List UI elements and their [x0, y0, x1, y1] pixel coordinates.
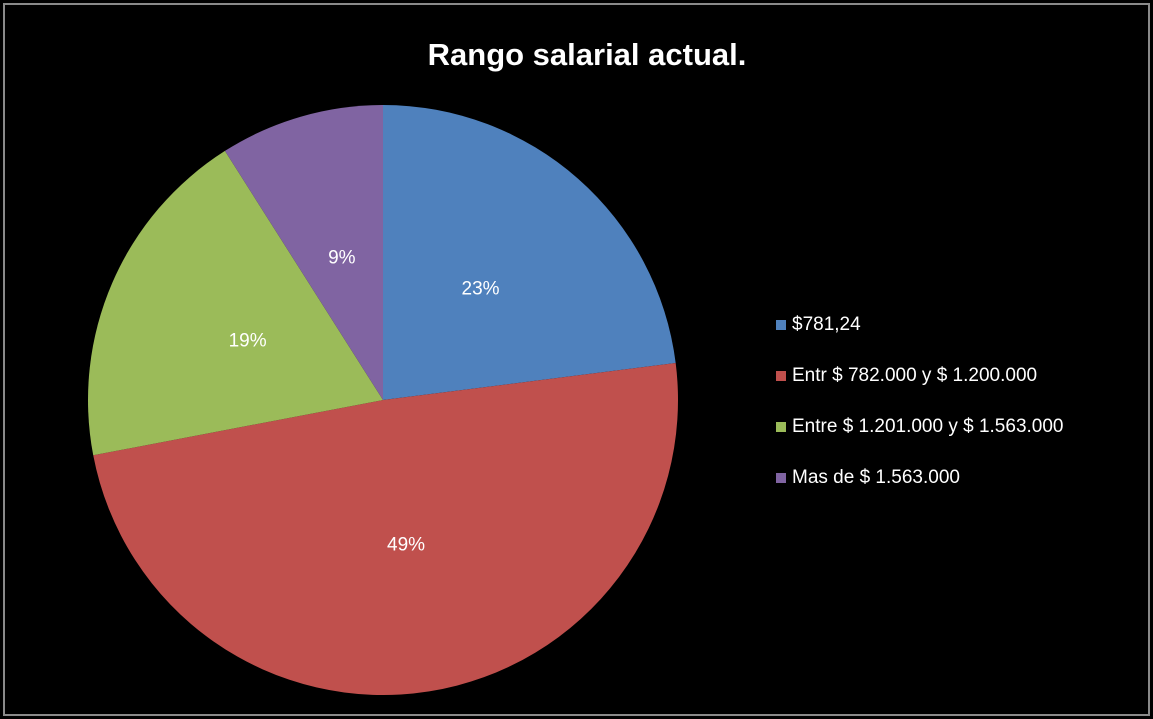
pie-slice: [383, 105, 676, 400]
data-label: 9%: [328, 247, 356, 268]
legend-label: Mas de $ 1.563.000: [792, 467, 960, 488]
data-label: 23%: [462, 278, 500, 299]
legend-swatch: [776, 320, 786, 330]
pie-slice: [87, 150, 383, 456]
legend-label: Entr $ 782.000 y $ 1.200.000: [792, 365, 1037, 386]
legend-label: $781,24: [792, 314, 861, 335]
legend-swatch: [776, 473, 786, 483]
pie-slice: [93, 363, 678, 695]
chart-title: Rango salarial actual.: [428, 37, 747, 72]
legend-swatch: [776, 422, 786, 432]
legend-swatch: [776, 371, 786, 381]
data-label: 19%: [229, 330, 267, 351]
data-label: 49%: [387, 535, 425, 556]
chart-border: [3, 3, 1150, 716]
legend-label: Entre $ 1.201.000 y $ 1.563.000: [792, 416, 1064, 437]
pie-slice: [224, 105, 383, 400]
